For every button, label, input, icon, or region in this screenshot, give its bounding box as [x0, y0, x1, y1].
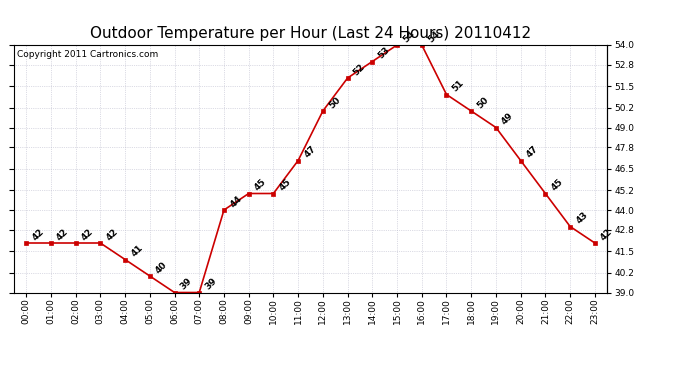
Text: 40: 40 [154, 260, 169, 275]
Text: 44: 44 [228, 194, 244, 209]
Text: 47: 47 [302, 144, 317, 160]
Text: 42: 42 [599, 227, 614, 242]
Text: 42: 42 [104, 227, 120, 242]
Text: 45: 45 [277, 177, 293, 193]
Text: Copyright 2011 Cartronics.com: Copyright 2011 Cartronics.com [17, 50, 158, 59]
Text: 54: 54 [401, 29, 417, 44]
Text: 51: 51 [451, 78, 466, 94]
Text: 54: 54 [426, 29, 441, 44]
Text: 53: 53 [377, 45, 392, 61]
Text: 47: 47 [525, 144, 540, 160]
Title: Outdoor Temperature per Hour (Last 24 Hours) 20110412: Outdoor Temperature per Hour (Last 24 Ho… [90, 26, 531, 41]
Text: 42: 42 [30, 227, 46, 242]
Text: 45: 45 [549, 177, 565, 193]
Text: 39: 39 [179, 276, 194, 292]
Text: 52: 52 [352, 62, 367, 77]
Text: 49: 49 [500, 111, 515, 127]
Text: 50: 50 [475, 95, 491, 110]
Text: 41: 41 [129, 243, 144, 259]
Text: 43: 43 [574, 210, 589, 226]
Text: 45: 45 [253, 177, 268, 193]
Text: 42: 42 [55, 227, 70, 242]
Text: 42: 42 [80, 227, 95, 242]
Text: 39: 39 [204, 276, 219, 292]
Text: 50: 50 [327, 95, 342, 110]
